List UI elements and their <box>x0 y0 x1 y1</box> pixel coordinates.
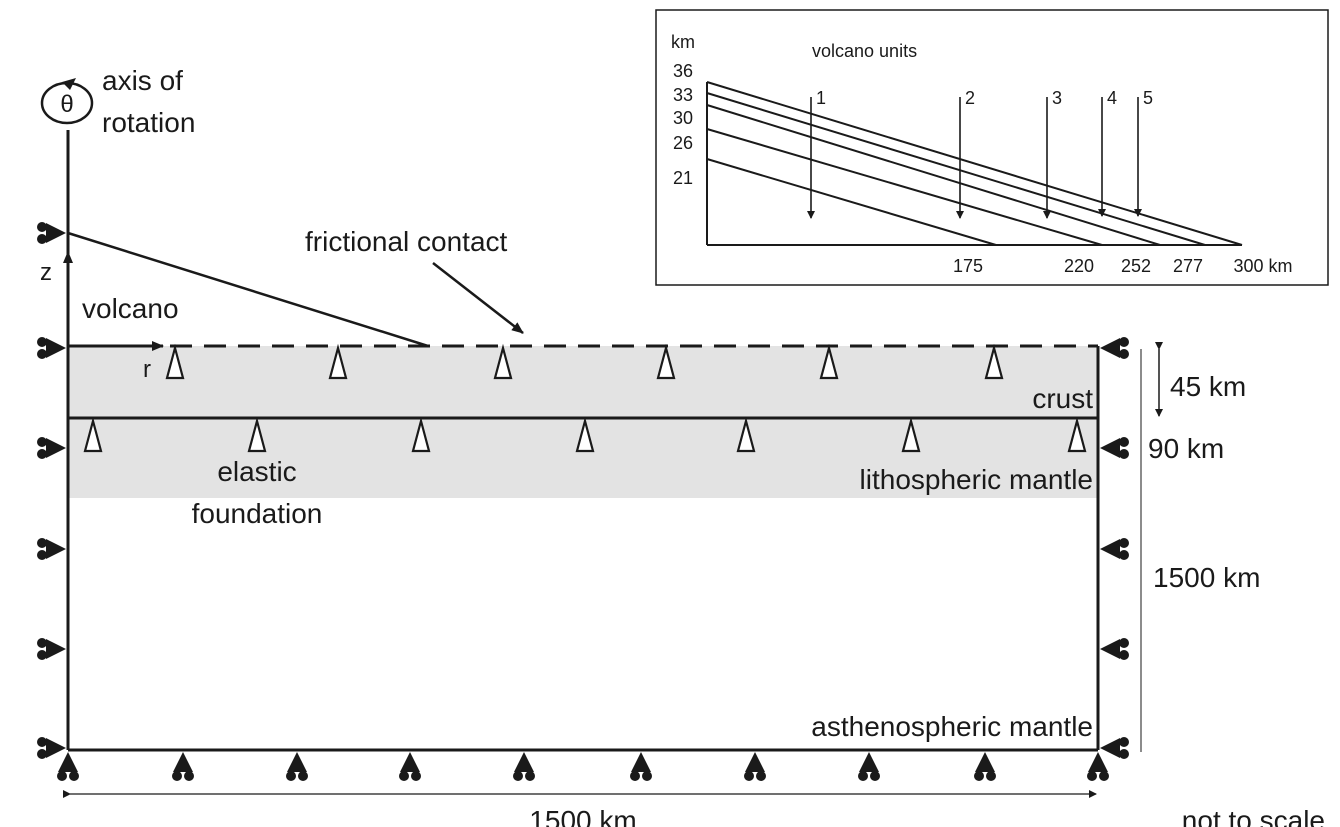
roller-support-left-icon <box>37 222 66 244</box>
spring-element-icon <box>901 416 921 453</box>
inset-height-label: 36 <box>673 61 693 81</box>
inset-radius-label: 220 <box>1064 256 1094 276</box>
r-label: r <box>143 356 151 383</box>
spring-element-icon <box>247 416 267 453</box>
inset-unit-label: 4 <box>1107 88 1117 108</box>
inset-radius-label: 300 km <box>1233 256 1292 276</box>
elastic-foundation-label: elastic <box>217 456 296 487</box>
axis-of-rotation-label-2: rotation <box>102 107 195 138</box>
roller-support-bottom-icon <box>630 752 652 781</box>
not-to-scale-label: not to scale <box>1182 805 1325 827</box>
inset-profile-line <box>706 128 1103 246</box>
inset-title: volcano units <box>812 41 917 61</box>
inset-height-label: 26 <box>673 133 693 153</box>
axis-of-rotation-label: axis of <box>102 65 183 96</box>
inset-km-label: km <box>671 32 695 52</box>
lithospheric-mantle-label: lithospheric mantle <box>860 464 1093 495</box>
spring-element-icon <box>493 343 513 380</box>
roller-support-right-icon <box>1100 437 1129 459</box>
roller-support-right-icon <box>1100 538 1129 560</box>
inset-height-label: 33 <box>673 85 693 105</box>
roller-support-bottom-icon <box>172 752 194 781</box>
z-label: z <box>40 259 52 286</box>
spring-element-icon <box>165 343 185 380</box>
spring-element-icon <box>1067 416 1087 453</box>
dimension-1500-km-horizontal-label: 1500 km <box>529 805 636 827</box>
spring-element-icon <box>656 343 676 380</box>
inset-profile-line <box>706 81 1243 246</box>
inset-unit-label: 2 <box>965 88 975 108</box>
inset-radius-label: 277 <box>1173 256 1203 276</box>
roller-support-bottom-icon <box>399 752 421 781</box>
inset-profile-line <box>706 158 997 246</box>
spring-element-icon <box>575 416 595 453</box>
inset-radius-label: 252 <box>1121 256 1151 276</box>
dimension-1500-km-vertical-label: 1500 km <box>1153 562 1260 593</box>
roller-support-right-icon <box>1100 737 1129 759</box>
roller-support-left-icon <box>37 437 66 459</box>
inset-profile-line <box>706 104 1161 246</box>
roller-support-bottom-icon <box>286 752 308 781</box>
spring-element-icon <box>83 416 103 453</box>
inset-unit-label: 3 <box>1052 88 1062 108</box>
frictional-contact-arrow <box>432 262 524 334</box>
theta-symbol: θ <box>60 91 73 118</box>
frictional-contact-label: frictional contact <box>305 226 508 257</box>
volcano-profile <box>67 231 429 348</box>
asthenospheric-mantle-label: asthenospheric mantle <box>811 711 1093 742</box>
inset-unit-label: 1 <box>816 88 826 108</box>
elastic-foundation-label-2: foundation <box>192 498 323 529</box>
crust-label: crust <box>1032 383 1093 414</box>
spring-element-icon <box>328 343 348 380</box>
roller-support-bottom-icon <box>744 752 766 781</box>
roller-support-bottom-icon <box>1087 752 1109 781</box>
volcano-label: volcano <box>82 293 179 324</box>
roller-support-bottom-icon <box>513 752 535 781</box>
roller-support-left-icon <box>37 638 66 660</box>
spring-element-icon <box>411 416 431 453</box>
inset-unit-label: 5 <box>1143 88 1153 108</box>
spring-element-icon <box>984 343 1004 380</box>
roller-support-left-icon <box>37 337 66 359</box>
inset-height-label: 30 <box>673 108 693 128</box>
inset-profile-line <box>706 92 1206 246</box>
roller-support-bottom-icon <box>974 752 996 781</box>
spring-element-icon <box>819 343 839 380</box>
inset-height-label: 21 <box>673 168 693 188</box>
crust-layer <box>68 346 1098 418</box>
roller-support-left-icon <box>37 538 66 560</box>
roller-support-bottom-icon <box>858 752 880 781</box>
roller-support-right-icon <box>1100 638 1129 660</box>
dimension-45-km-label: 45 km <box>1170 371 1246 402</box>
roller-support-left-icon <box>37 737 66 759</box>
rotation-arrow-icon <box>40 78 94 125</box>
dimension-90-km-label: 90 km <box>1148 433 1224 464</box>
spring-element-icon <box>736 416 756 453</box>
roller-support-bottom-icon <box>57 752 79 781</box>
roller-support-right-icon <box>1100 337 1129 359</box>
inset-radius-label: 175 <box>953 256 983 276</box>
